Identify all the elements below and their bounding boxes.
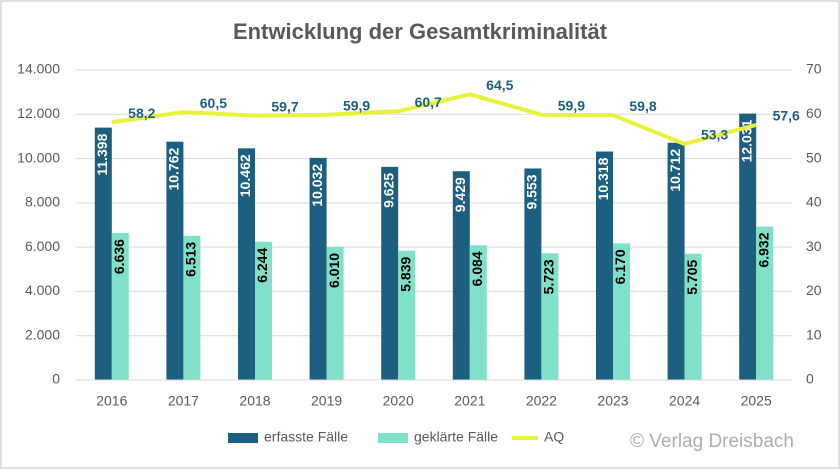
- bar: [452, 171, 470, 380]
- y-tick-label: 10.000: [17, 149, 60, 165]
- line-value-label: 53,3: [701, 127, 728, 143]
- bar-value-label: 6.932: [755, 232, 771, 267]
- bar: [94, 127, 112, 380]
- y2-tick-label: 60: [806, 105, 822, 121]
- line-value-label: 59,8: [629, 98, 656, 114]
- legend-label: erfasste Fälle: [264, 429, 348, 445]
- bar: [541, 253, 559, 380]
- bar-value-label: 10.762: [166, 147, 182, 190]
- bar-value-label: 11.398: [94, 133, 110, 175]
- bar: [667, 142, 685, 380]
- bar: [756, 226, 774, 380]
- bar: [739, 113, 757, 380]
- bar-value-label: 6.084: [469, 251, 485, 286]
- bar: [596, 151, 613, 380]
- y2-tick-label: 70: [806, 61, 822, 77]
- line-value-label: 59,7: [271, 98, 298, 114]
- bar-value-label: 5.839: [397, 257, 413, 292]
- line-value-label: 58,2: [128, 105, 155, 121]
- x-tick-label: 2024: [669, 393, 700, 409]
- bar-value-label: 6.513: [183, 242, 199, 277]
- y2-tick-label: 40: [806, 194, 822, 210]
- x-tick-label: 2022: [526, 393, 557, 409]
- bar-value-label: 9.625: [380, 173, 396, 208]
- bar-value-label: 6.010: [326, 253, 342, 288]
- legend-swatch: [228, 433, 258, 443]
- x-tick-label: 2023: [597, 393, 628, 409]
- y2-tick-label: 0: [806, 371, 814, 387]
- line-value-label: 57,6: [773, 108, 800, 124]
- y-tick-label: 4.000: [25, 282, 60, 298]
- bar-value-label: 10.712: [667, 149, 683, 192]
- bar: [684, 253, 702, 380]
- line-value-label: 60,7: [415, 94, 442, 110]
- line-value-label: 59,9: [558, 97, 585, 113]
- y2-tick-label: 50: [806, 149, 822, 165]
- x-tick-label: 2025: [741, 393, 772, 409]
- legend-label: geklärte Fälle: [414, 429, 498, 445]
- bar: [524, 168, 542, 380]
- bar-value-label: 5.705: [684, 259, 700, 294]
- x-tick-label: 2019: [311, 393, 342, 409]
- bar: [381, 166, 399, 380]
- y2-tick-label: 10: [806, 326, 822, 342]
- x-tick-label: 2021: [454, 393, 485, 409]
- chart-title: Entwicklung der Gesamtkriminalität: [233, 19, 608, 44]
- x-tick-label: 2018: [239, 393, 270, 409]
- y-tick-label: 12.000: [17, 105, 60, 121]
- bar-value-label: 10.032: [309, 164, 325, 207]
- y2-tick-label: 30: [806, 238, 822, 254]
- y-tick-label: 14.000: [17, 61, 60, 77]
- y-tick-label: 0: [52, 371, 60, 387]
- bar: [111, 233, 129, 380]
- y-tick-label: 6.000: [25, 238, 60, 254]
- line-value-label: 59,9: [343, 97, 370, 113]
- bar: [309, 157, 327, 380]
- bar: [613, 243, 630, 380]
- bar-value-label: 9.429: [452, 177, 468, 212]
- bar: [326, 246, 344, 380]
- bar: [183, 235, 201, 380]
- bar-value-label: 9.553: [524, 174, 540, 209]
- bar-value-label: 10.318: [595, 157, 611, 200]
- y-tick-label: 8.000: [25, 194, 60, 210]
- line-value-label: 64,5: [486, 77, 513, 93]
- bar: [166, 141, 184, 380]
- bar-value-label: 6.170: [612, 249, 628, 284]
- bar-value-label: 6.244: [254, 248, 270, 283]
- line-value-label: 60,5: [200, 95, 227, 111]
- bar-value-label: 10.462: [237, 154, 253, 197]
- watermark: © Verlag Dreisbach: [630, 431, 794, 452]
- bar-value-label: 5.723: [541, 259, 557, 294]
- x-tick-label: 2016: [96, 393, 127, 409]
- bar: [469, 245, 487, 380]
- legend-swatch: [378, 433, 408, 443]
- bar: [238, 148, 255, 380]
- x-tick-label: 2020: [383, 393, 414, 409]
- bar: [398, 250, 416, 380]
- x-tick-label: 2017: [168, 393, 199, 409]
- y-tick-label: 2.000: [25, 326, 60, 342]
- legend-label: AQ: [544, 429, 564, 445]
- line: [111, 92, 757, 146]
- y2-tick-label: 20: [806, 282, 822, 298]
- bar: [255, 241, 272, 380]
- bar-value-label: 6.636: [111, 239, 127, 274]
